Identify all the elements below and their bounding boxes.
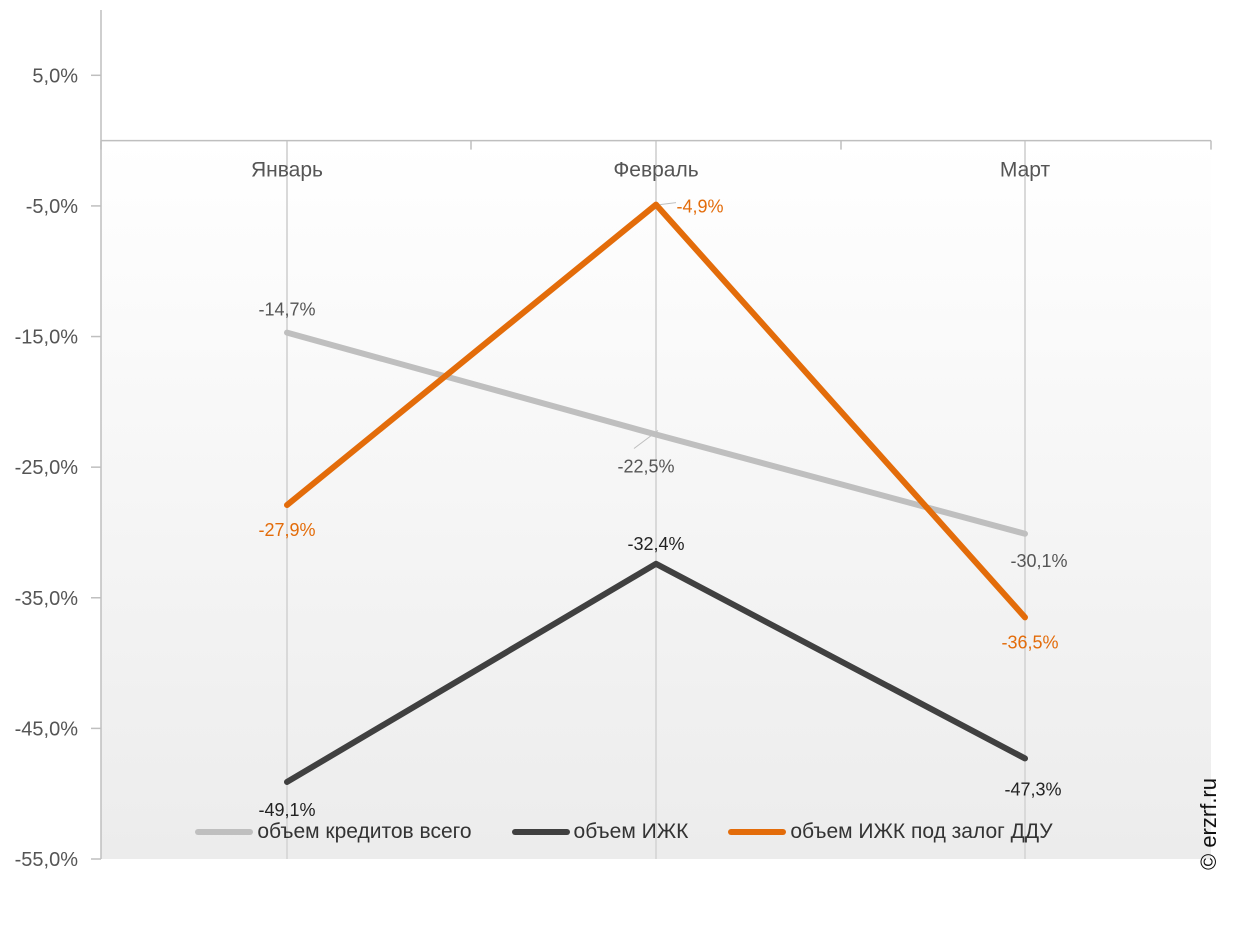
data-label-s1-1: -32,4% — [627, 534, 684, 554]
x-category-label-2: Март — [1000, 159, 1051, 182]
data-label-s0-2: -30,1% — [1010, 551, 1067, 571]
data-label-s1-2: -47,3% — [1004, 779, 1061, 799]
legend-swatch-total — [195, 829, 254, 835]
data-label-s2-1: -4,9% — [676, 197, 723, 217]
series-line-1 — [284, 560, 1028, 785]
legend-swatch-ddu — [728, 829, 787, 835]
legend-label-izhk: объем ИЖК — [573, 820, 689, 843]
leader-line-feb-total — [633, 430, 659, 449]
data-label-s2-0: -27,9% — [258, 520, 315, 540]
legend-item-total: объем кредитов всего — [195, 820, 472, 844]
legend-item-izhk: объем ИЖК — [511, 820, 689, 844]
labels-layer: -14,7% -22,5% -30,1% -49,1% -32,4% -47,3% -27,… — [258, 197, 1067, 820]
legend-item-ddu: объем ИЖК под залог ДДУ — [728, 820, 1053, 844]
axes-layer: 5,0% -5,0% -15,0% -25,0% -35,0% -45,0% -55,0% Я… — [15, 10, 1212, 871]
legend-swatch-izhk — [511, 829, 570, 835]
data-label-s2-2: -36,5% — [1001, 632, 1058, 652]
legend-label-total: объем кредитов всего — [257, 820, 472, 843]
copyright-watermark: © erzrf.ru — [1196, 778, 1221, 870]
x-category-label-0: Январь — [251, 159, 323, 182]
y-tick-label-1: -5,0% — [26, 196, 78, 218]
x-category-label-1: Февраль — [613, 159, 698, 182]
data-label-s1-0: -49,1% — [258, 800, 315, 820]
data-label-s0-0: -14,7% — [258, 300, 315, 320]
y-tick-label-4: -35,0% — [15, 588, 79, 610]
series-line-2 — [284, 201, 1028, 621]
series-line-0 — [284, 329, 1028, 537]
y-tick-label-6: -55,0% — [15, 849, 79, 871]
y-tick-label-5: -45,0% — [15, 718, 79, 740]
series-layer — [284, 201, 1028, 785]
leader-line-feb-ddu — [659, 202, 677, 206]
y-tick-label-0: 5,0% — [32, 65, 78, 87]
legend-label-ddu: объем ИЖК под залог ДДУ — [790, 820, 1053, 843]
data-label-s0-1: -22,5% — [617, 457, 674, 477]
y-tick-label-2: -15,0% — [15, 327, 79, 349]
grid-layer — [286, 140, 1026, 859]
y-tick-label-3: -25,0% — [15, 457, 79, 479]
legend: объем кредитов всего объем ИЖК объем ИЖК… — [0, 812, 1248, 852]
